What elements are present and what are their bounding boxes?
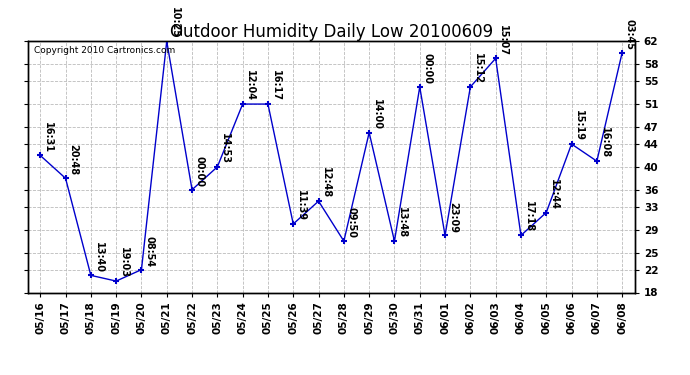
Text: 13:48: 13:48	[397, 207, 407, 238]
Text: 14:53: 14:53	[220, 133, 230, 164]
Text: 00:00: 00:00	[422, 53, 433, 84]
Text: 11:39: 11:39	[296, 190, 306, 221]
Text: 23:09: 23:09	[448, 202, 458, 232]
Text: 09:50: 09:50	[346, 207, 357, 238]
Text: 10:25: 10:25	[170, 8, 179, 39]
Text: 17:18: 17:18	[524, 201, 534, 232]
Text: 03:45: 03:45	[625, 19, 635, 50]
Text: 08:54: 08:54	[144, 236, 155, 267]
Text: 00:00: 00:00	[195, 156, 205, 187]
Text: 12:04: 12:04	[246, 70, 255, 101]
Text: 16:08: 16:08	[600, 127, 610, 158]
Text: 15:19: 15:19	[574, 110, 584, 141]
Text: 15:12: 15:12	[473, 53, 483, 84]
Text: 13:40: 13:40	[94, 242, 104, 273]
Text: Copyright 2010 Cartronics.com: Copyright 2010 Cartronics.com	[34, 46, 175, 55]
Text: 16:17: 16:17	[270, 70, 281, 101]
Text: 20:48: 20:48	[68, 144, 79, 176]
Text: 14:00: 14:00	[372, 99, 382, 130]
Text: 16:31: 16:31	[43, 122, 53, 153]
Text: 12:48: 12:48	[322, 167, 331, 198]
Text: 12:44: 12:44	[549, 179, 559, 210]
Text: 19:03: 19:03	[119, 247, 129, 278]
Title: Outdoor Humidity Daily Low 20100609: Outdoor Humidity Daily Low 20100609	[170, 23, 493, 41]
Text: 15:07: 15:07	[498, 25, 509, 56]
